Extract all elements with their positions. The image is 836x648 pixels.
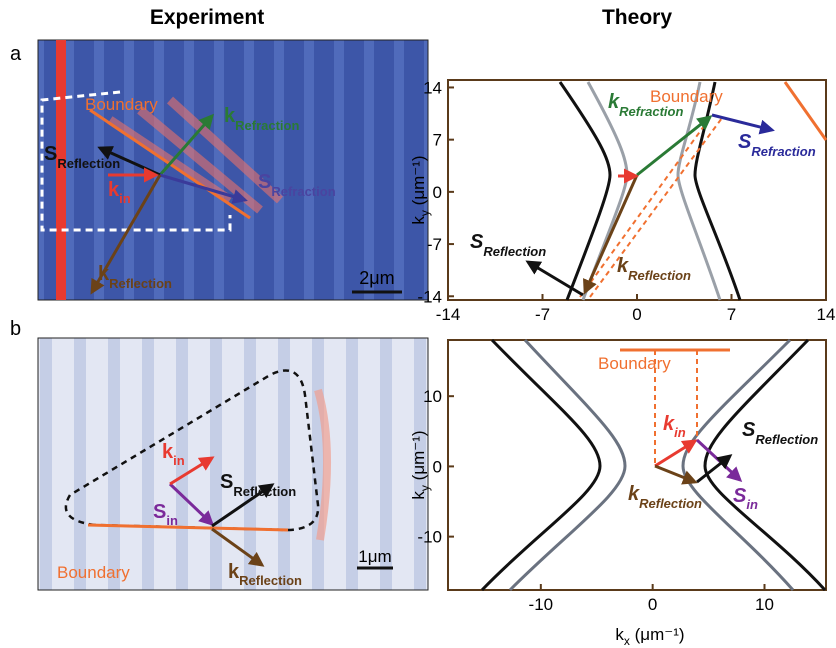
scale-label: 2μm bbox=[359, 268, 394, 288]
symbol: S bbox=[258, 171, 271, 193]
panel-label: b bbox=[10, 318, 21, 340]
experiment-a: Boundary kRefraction SReflection kin SRe… bbox=[38, 40, 428, 300]
experiment-b: kin SReflection Sin Boundary kReflection… bbox=[38, 338, 428, 590]
subscript: Refraction bbox=[235, 118, 299, 133]
y-tick-label: 0 bbox=[433, 457, 442, 476]
label: Boundary bbox=[57, 563, 130, 582]
figure: Experiment Theory a b Boundary kRefracti… bbox=[0, 0, 836, 648]
y-tick-label: -14 bbox=[417, 287, 442, 306]
subscript: Reflection bbox=[57, 156, 120, 171]
label: Boundary bbox=[85, 95, 158, 114]
label: Boundary bbox=[598, 354, 671, 373]
symbol: S bbox=[470, 231, 484, 253]
subscript: Reflection bbox=[755, 432, 818, 447]
subscript: Reflection bbox=[109, 276, 172, 291]
subscript: in bbox=[119, 191, 131, 206]
subscript: Reflection bbox=[483, 244, 546, 259]
symbol: S bbox=[44, 143, 57, 165]
symbol: S bbox=[738, 131, 752, 153]
y-tick-label: -10 bbox=[417, 528, 442, 547]
subscript: Reflection bbox=[639, 496, 702, 511]
unit: (μm⁻¹) bbox=[409, 430, 428, 485]
symbol: S bbox=[220, 471, 233, 493]
panel-label: a bbox=[10, 43, 22, 65]
unit: (μm⁻¹) bbox=[409, 155, 428, 210]
y-tick-label: -7 bbox=[427, 235, 442, 254]
x-tick-label: -14 bbox=[436, 305, 461, 324]
scale-label: 1μm bbox=[358, 547, 391, 566]
theory-a: Boundary kRefraction SRefraction SReflec… bbox=[409, 80, 826, 300]
y-tick-label: 0 bbox=[433, 183, 442, 202]
subscript: Refraction bbox=[751, 144, 815, 159]
subscript: Reflection bbox=[628, 268, 691, 283]
subscript: Refraction bbox=[271, 184, 335, 199]
y-tick-label: 14 bbox=[423, 78, 442, 97]
unit: (μm⁻¹) bbox=[630, 625, 685, 644]
header: Experiment bbox=[150, 6, 264, 29]
subscript: in bbox=[173, 453, 185, 468]
x-tick-label: 0 bbox=[632, 305, 641, 324]
subscript: Reflection bbox=[239, 573, 302, 588]
symbol: S bbox=[733, 485, 747, 507]
subscript: in bbox=[674, 425, 686, 440]
subscript: Refraction bbox=[619, 104, 683, 119]
y-tick-label: 7 bbox=[433, 131, 442, 150]
symbol: S bbox=[153, 501, 166, 523]
subscript: in bbox=[166, 513, 178, 528]
x-tick-label: -7 bbox=[535, 305, 550, 324]
y-tick-label: 10 bbox=[423, 387, 442, 406]
x-tick-label: 7 bbox=[727, 305, 736, 324]
x-tick-label: 0 bbox=[648, 595, 657, 614]
x-tick-label: 10 bbox=[755, 595, 774, 614]
x-axis-label: kx (μm⁻¹) bbox=[615, 625, 684, 648]
x-tick-label: 14 bbox=[817, 305, 836, 324]
subscript: in bbox=[746, 497, 758, 512]
subscript: Reflection bbox=[233, 484, 296, 499]
x-tick-label: -10 bbox=[529, 595, 554, 614]
header: Theory bbox=[602, 6, 672, 29]
symbol: S bbox=[742, 419, 756, 441]
